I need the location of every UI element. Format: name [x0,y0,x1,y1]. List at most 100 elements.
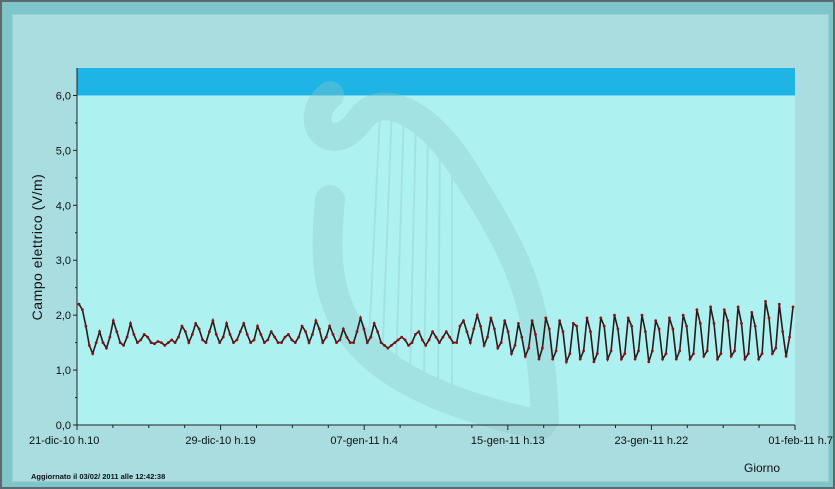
data-point [94,341,98,344]
data-point [431,330,434,333]
data-point [365,341,369,344]
data-point [149,341,153,344]
data-point [510,352,513,355]
data-point [190,333,194,336]
data-point [465,330,469,333]
data-point [644,330,647,333]
data-point [771,352,774,355]
data-point [722,308,726,312]
data-point [317,327,321,331]
data-point [606,357,609,361]
data-point [733,349,736,353]
data-point [688,357,692,361]
data-point [153,342,156,346]
data-point [486,335,489,339]
data-point [493,327,496,331]
data-point [503,319,507,322]
data-point [180,324,184,328]
data-point [534,333,537,336]
data-point [626,316,630,320]
data-point [750,311,754,314]
x-axis-title: Giorno [744,461,780,475]
data-point [304,330,307,333]
data-point [204,341,208,344]
data-point [544,316,548,320]
data-point [537,357,541,361]
data-point [482,344,486,347]
data-point [438,341,441,344]
data-point [698,322,702,325]
data-point [341,327,345,331]
data-point [328,324,331,328]
data-point [263,341,266,344]
data-point [136,341,139,344]
data-point [475,313,479,317]
data-point [441,335,445,339]
data-point [335,341,338,344]
data-point [472,327,476,331]
data-point [777,302,781,306]
data-point [156,340,160,343]
y-tick-label: 5,0 [56,145,71,157]
data-point [362,327,366,331]
data-point [321,341,325,344]
data-point [592,360,596,364]
data-point [633,357,637,361]
data-point [781,330,785,333]
data-point [664,352,668,355]
data-point [403,338,407,342]
data-point [736,305,740,309]
data-point [201,338,205,342]
data-point [496,346,500,350]
data-point [709,305,712,309]
data-point [757,357,761,361]
data-point [324,335,328,339]
data-point [468,341,472,344]
data-point [489,316,493,320]
data-point [252,338,256,342]
data-point [331,333,335,336]
data-point [671,327,675,331]
data-point [726,319,730,322]
x-tick-label: 29-dic-10 h.19 [185,435,255,447]
data-point [293,341,297,344]
data-point [238,330,242,333]
data-point [115,330,119,333]
data-point [142,333,146,336]
data-point [791,305,795,309]
data-point [297,335,301,339]
data-point [578,357,582,361]
data-point [571,322,575,325]
data-point [225,322,229,325]
data-point [674,357,678,361]
y-tick-label: 0,0 [56,420,71,432]
y-axis-title: Campo elettrico (V/m) [29,174,45,321]
data-point [87,344,91,347]
data-point [410,341,414,344]
limit-band [77,68,795,96]
data-point [668,316,671,320]
data-point [558,319,561,322]
data-point [84,324,88,328]
data-point [530,319,534,322]
data-point [91,352,95,355]
data-point [630,324,634,328]
data-point [561,330,565,333]
y-tick-label: 4,0 [56,200,71,212]
data-point [647,360,651,364]
data-point [283,335,287,339]
data-point [420,338,424,342]
data-point [372,322,376,325]
data-point [379,341,383,344]
data-point [221,335,225,339]
data-point [702,354,706,358]
data-point [681,313,685,317]
data-point [784,354,788,358]
plot-area [77,68,795,425]
data-point [139,338,143,342]
data-point [458,324,462,328]
data-point [187,341,191,344]
data-point [81,308,84,312]
data-point [160,341,163,344]
